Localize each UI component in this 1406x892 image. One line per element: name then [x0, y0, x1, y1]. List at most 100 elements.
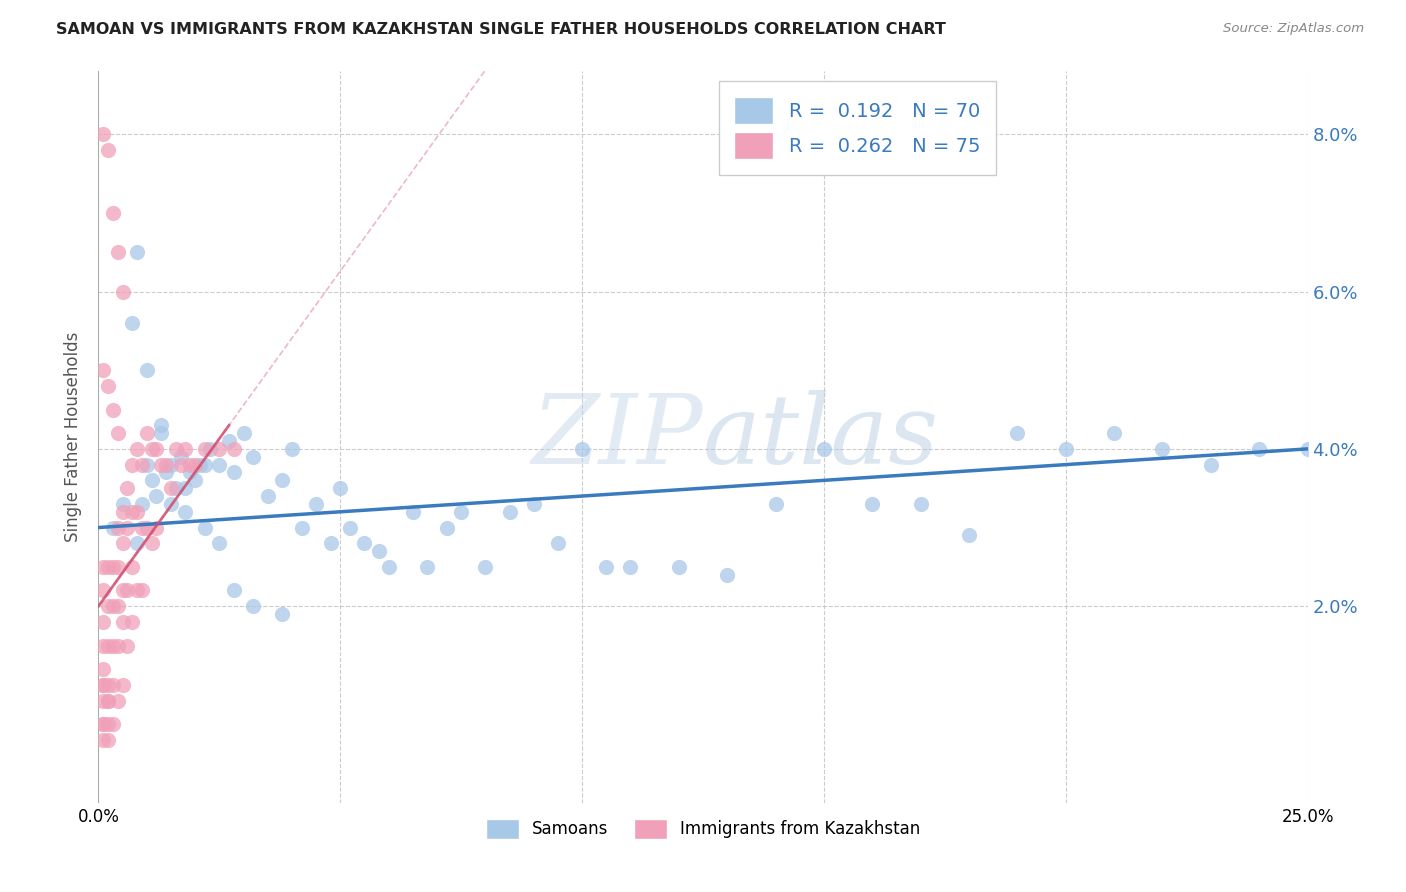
Point — [198, 442, 221, 456]
Legend: Samoans, Immigrants from Kazakhstan: Samoans, Immigrants from Kazakhstan — [479, 812, 927, 846]
Point — [97, 379, 120, 393]
Point — [165, 442, 187, 456]
Point — [127, 442, 149, 456]
Point — [127, 245, 149, 260]
Point — [145, 489, 167, 503]
Point — [101, 639, 124, 653]
Point — [155, 466, 177, 480]
Point — [131, 458, 153, 472]
Point — [436, 520, 458, 534]
Point — [150, 418, 173, 433]
Point — [571, 442, 593, 456]
Point — [194, 458, 217, 472]
Point — [121, 559, 143, 574]
Point — [107, 426, 129, 441]
Point — [150, 458, 173, 472]
Point — [107, 693, 129, 707]
Point — [141, 442, 163, 456]
Point — [135, 458, 157, 472]
Point — [595, 559, 617, 574]
Point — [107, 639, 129, 653]
Point — [91, 717, 114, 731]
Point — [107, 599, 129, 614]
Point — [117, 583, 139, 598]
Point — [127, 536, 149, 550]
Point — [91, 662, 114, 676]
Point — [91, 639, 114, 653]
Point — [329, 481, 352, 495]
Point — [160, 458, 183, 472]
Point — [107, 559, 129, 574]
Point — [179, 458, 201, 472]
Point — [91, 693, 114, 707]
Point — [91, 583, 114, 598]
Point — [194, 442, 217, 456]
Point — [619, 559, 641, 574]
Point — [111, 505, 134, 519]
Point — [131, 583, 153, 598]
Point — [117, 639, 139, 653]
Point — [256, 489, 278, 503]
Y-axis label: Single Father Households: Single Father Households — [65, 332, 83, 542]
Point — [135, 363, 157, 377]
Point — [97, 559, 120, 574]
Point — [402, 505, 425, 519]
Point — [127, 505, 149, 519]
Point — [91, 363, 114, 377]
Point — [218, 434, 240, 448]
Point — [101, 206, 124, 220]
Point — [174, 442, 197, 456]
Point — [97, 143, 120, 157]
Point — [97, 678, 120, 692]
Point — [1152, 442, 1174, 456]
Point — [131, 497, 153, 511]
Point — [860, 497, 883, 511]
Point — [222, 442, 245, 456]
Point — [668, 559, 690, 574]
Point — [97, 639, 120, 653]
Point — [150, 426, 173, 441]
Point — [135, 520, 157, 534]
Point — [208, 442, 231, 456]
Point — [242, 599, 264, 614]
Point — [353, 536, 375, 550]
Point — [1102, 426, 1125, 441]
Point — [111, 536, 134, 550]
Point — [281, 442, 304, 456]
Point — [169, 458, 191, 472]
Point — [813, 442, 835, 456]
Point — [160, 497, 183, 511]
Point — [121, 615, 143, 629]
Point — [160, 481, 183, 495]
Point — [208, 536, 231, 550]
Point — [101, 717, 124, 731]
Point — [141, 473, 163, 487]
Point — [188, 458, 211, 472]
Point — [290, 520, 312, 534]
Point — [765, 497, 787, 511]
Point — [232, 426, 254, 441]
Point — [377, 559, 399, 574]
Point — [271, 607, 294, 621]
Point — [1199, 458, 1222, 472]
Point — [111, 615, 134, 629]
Text: Source: ZipAtlas.com: Source: ZipAtlas.com — [1223, 22, 1364, 36]
Point — [1296, 442, 1319, 456]
Text: SAMOAN VS IMMIGRANTS FROM KAZAKHSTAN SINGLE FATHER HOUSEHOLDS CORRELATION CHART: SAMOAN VS IMMIGRANTS FROM KAZAKHSTAN SIN… — [56, 22, 946, 37]
Point — [174, 505, 197, 519]
Point — [131, 520, 153, 534]
Text: ZIP: ZIP — [531, 390, 703, 484]
Point — [91, 559, 114, 574]
Point — [957, 528, 980, 542]
Point — [91, 678, 114, 692]
Point — [121, 316, 143, 330]
Point — [319, 536, 342, 550]
Point — [155, 458, 177, 472]
Point — [242, 450, 264, 464]
Point — [107, 245, 129, 260]
Point — [91, 732, 114, 747]
Point — [91, 678, 114, 692]
Point — [1007, 426, 1029, 441]
Point — [910, 497, 932, 511]
Point — [97, 717, 120, 731]
